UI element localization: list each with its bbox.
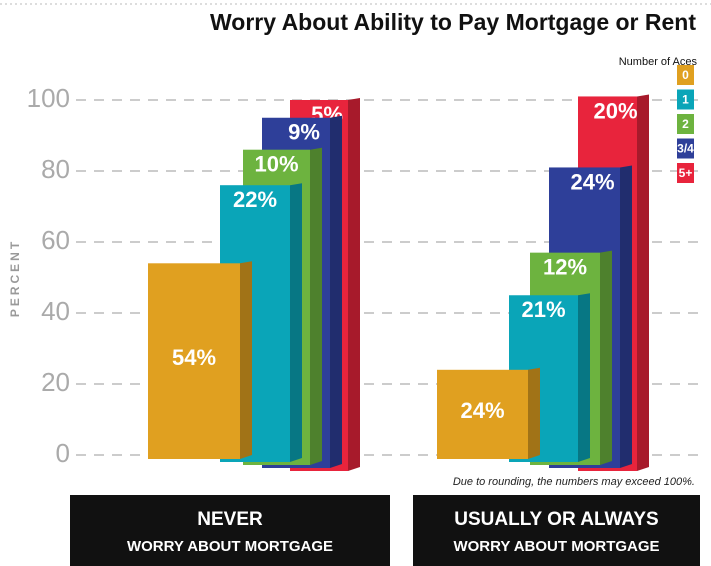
legend-label: 2 [682,117,689,131]
y-tick-label: 100 [27,83,70,113]
bar-side [330,115,342,468]
bar-side [240,261,252,459]
x-tick-label: NEVER [197,509,263,530]
bar-side [310,147,322,465]
bar-side [578,293,590,462]
bar [148,263,240,459]
legend-label: 1 [682,93,689,107]
x-tick-label: USUALLY OR ALWAYS [454,509,658,530]
legend-swatch [677,163,694,183]
x-tick-sublabel: WORRY ABOUT MORTGAGE [127,538,333,555]
value-label: 20% [593,98,637,123]
bar-side [600,250,612,465]
y-tick-label: 0 [56,438,70,468]
bar-side [528,367,540,459]
legend-swatch [677,138,694,159]
value-label: 24% [570,169,614,194]
category-band [70,495,390,566]
value-label: 12% [543,254,587,279]
bar-side [348,98,360,471]
legend-label: 0 [682,68,689,82]
bar-side [290,183,302,462]
legend-label: 3/4 [677,142,694,156]
legend-swatch [677,114,694,134]
value-label: 21% [521,297,565,322]
y-tick-label: 20 [41,367,70,397]
y-axis-label: PERCENT [8,239,22,317]
value-label: 10% [254,152,298,177]
value-label: 54% [172,345,216,370]
note: Due to rounding, the numbers may exceed … [453,476,695,488]
y-tick-label: 60 [41,225,70,255]
chart-title: Worry About Ability to Pay Mortgage or R… [210,9,696,35]
bar-side [637,94,649,471]
x-tick-sublabel: WORRY ABOUT MORTGAGE [453,538,659,555]
legend-swatch [677,65,694,85]
legend-label: 5+ [679,166,693,180]
value-label: 9% [288,120,320,145]
bar [437,369,528,459]
legend-title: Number of Aces [619,56,698,68]
value-label: 24% [460,398,504,423]
y-tick-label: 80 [41,154,70,184]
value-label: 22% [233,187,277,212]
category-band [413,495,700,566]
legend-swatch [677,89,694,110]
bar-side [620,165,632,468]
y-tick-label: 40 [41,296,70,326]
